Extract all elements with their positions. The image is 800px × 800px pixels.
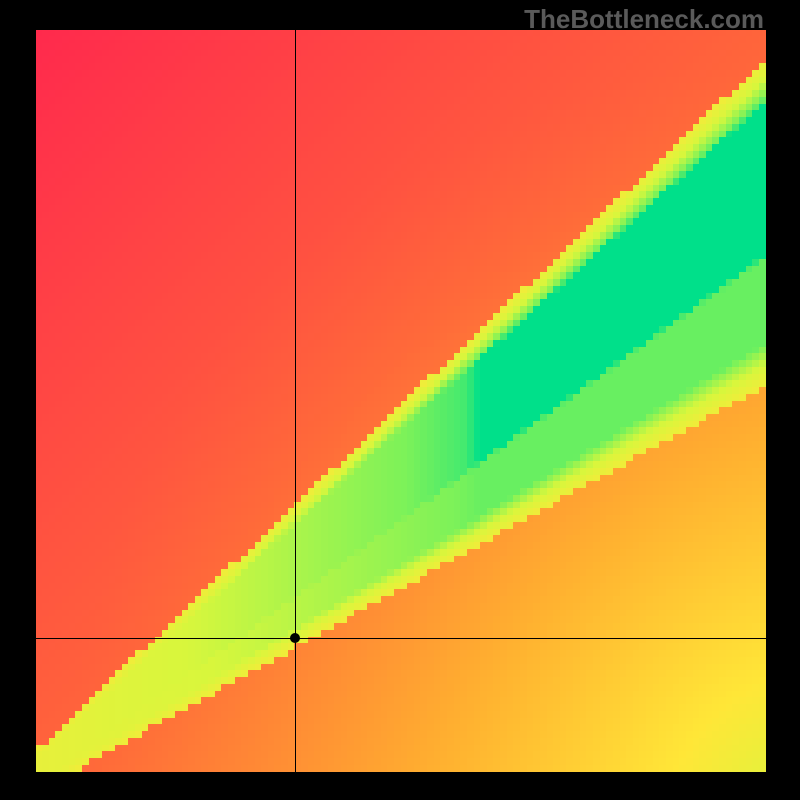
- bottleneck-heatmap: [36, 30, 766, 772]
- chart-container: TheBottleneck.com: [0, 0, 800, 800]
- crosshair-vertical: [295, 30, 296, 772]
- crosshair-horizontal: [36, 638, 766, 639]
- watermark-text: TheBottleneck.com: [524, 4, 764, 35]
